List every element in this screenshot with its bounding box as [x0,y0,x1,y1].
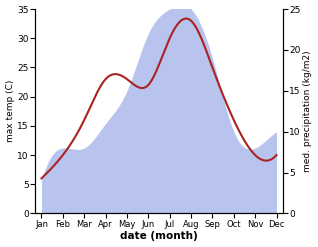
Y-axis label: max temp (C): max temp (C) [5,80,15,143]
X-axis label: date (month): date (month) [120,231,198,242]
Y-axis label: med. precipitation (kg/m2): med. precipitation (kg/m2) [303,50,313,172]
